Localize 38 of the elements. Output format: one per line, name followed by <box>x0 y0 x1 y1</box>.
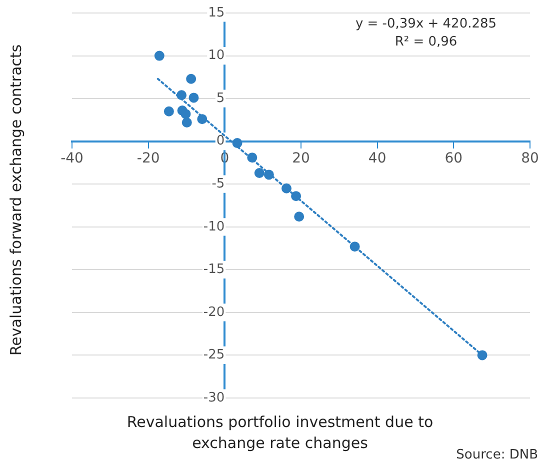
y-tick-label: 0 <box>216 134 225 149</box>
x-tick-label: 20 <box>292 150 310 166</box>
point <box>264 170 274 180</box>
y-tick-label: -20 <box>203 304 225 320</box>
point <box>232 138 242 148</box>
annotation: y = -0,39x + 420.285 <box>355 16 497 32</box>
point <box>291 191 302 202</box>
point <box>164 106 174 116</box>
annotation: R² = 0,96 <box>394 34 458 50</box>
point <box>247 152 258 163</box>
point <box>180 108 191 119</box>
x-tick-label: -40 <box>60 150 84 166</box>
y-tick-label: -25 <box>203 348 225 363</box>
point <box>197 114 208 124</box>
point <box>186 74 196 84</box>
point <box>477 350 488 360</box>
point <box>254 168 264 178</box>
point <box>188 92 199 103</box>
x-tick-label: 60 <box>444 150 463 166</box>
y-tick-label: 15 <box>208 5 225 20</box>
x-tick-label: 80 <box>521 150 539 166</box>
point <box>281 183 292 194</box>
y-tick-label: 10 <box>208 48 225 64</box>
y-tick-label: -30 <box>203 390 225 406</box>
point <box>350 242 360 252</box>
x-tick-label: -20 <box>136 150 160 166</box>
y-tick-label: -15 <box>203 262 225 278</box>
point <box>294 212 304 222</box>
x-tick-label: 40 <box>368 150 386 166</box>
point <box>154 50 164 61</box>
point <box>182 118 192 128</box>
y-tick-label: -10 <box>203 219 225 234</box>
y-axis-title: Revaluations forward exchange contracts <box>7 44 25 356</box>
y-tick-label: -5 <box>212 176 225 192</box>
x-axis-title: Revaluations portfolio investment due to exchange rate changes <box>126 413 434 452</box>
point <box>176 90 187 100</box>
source-note: Source: DNB <box>456 447 538 462</box>
y-tick-label: 5 <box>216 90 225 106</box>
